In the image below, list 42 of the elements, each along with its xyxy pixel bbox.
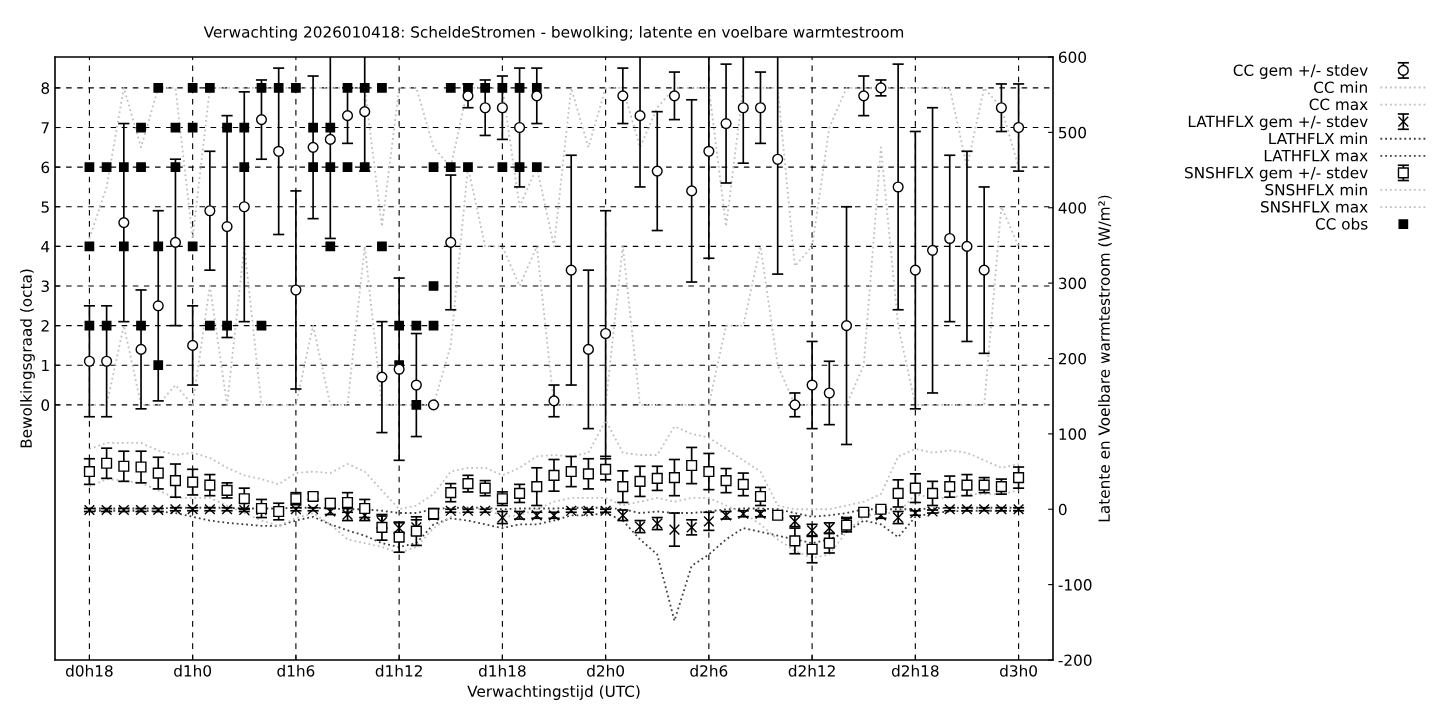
x-tick-label: d1h12 <box>375 664 422 677</box>
legend-label: LATHFLX max <box>1264 150 1368 162</box>
y-tick-label: 3 <box>41 280 49 293</box>
y2-tick-label: -200 <box>1058 654 1092 667</box>
x-axis-title: Verwachtingstijd (UTC) <box>467 685 640 700</box>
y2-tick-label: 200 <box>1058 352 1087 365</box>
legend-label: SNSHFLX min <box>1265 183 1367 196</box>
y2-tick-label: -100 <box>1058 579 1092 591</box>
y2-tick-label: 100 <box>1059 428 1087 440</box>
y-tick-label: 2 <box>41 320 49 332</box>
y-tick-label: 4 <box>41 241 50 253</box>
x-tick-label: d2h18 <box>891 664 939 677</box>
legend-label: CC gem +/- stdev <box>1233 64 1368 79</box>
y-tick-label: 0 <box>41 399 50 411</box>
y-tick-label: 8 <box>41 82 50 94</box>
x-tick-label: d1h18 <box>478 664 526 677</box>
y2-axis-title: Latente en Voelbare warmtestroom (W/m²) <box>1098 195 1112 522</box>
y2-tick-label: 400 <box>1058 202 1087 214</box>
legend-label: CC max <box>1309 98 1368 111</box>
y-tick-label: 1 <box>42 359 49 372</box>
legend-label: CC obs <box>1315 217 1368 230</box>
y2-tick-label: 300 <box>1059 277 1087 290</box>
y-axis-title: Bewolkingsgraad (octa) <box>20 269 35 448</box>
legend-label: SNSHFLX gem +/- stdev <box>1185 166 1368 182</box>
x-tick-label: d3h0 <box>1000 664 1037 677</box>
x-tick-label: d2h12 <box>788 664 835 677</box>
legend-label: LATHFLX gem +/- stdev <box>1188 115 1368 131</box>
y-tick-label: 7 <box>41 122 49 134</box>
legend-label: SNSHFLX max <box>1260 201 1368 213</box>
x-tick-label: d2h6 <box>690 664 728 677</box>
x-tick-label: d1h0 <box>174 664 212 677</box>
y2-tick-label: 600 <box>1058 51 1087 64</box>
y2-tick-label: 500 <box>1059 126 1087 139</box>
x-tick-label: d2h0 <box>587 664 625 677</box>
x-tick-label: d0h18 <box>65 664 113 677</box>
chart-title: Verwachting 2026010418: ScheldeStromen - bewolking; latente en voelbare warmtestroom <box>203 25 904 41</box>
y2-tick-label: 0 <box>1058 503 1067 516</box>
legend-label: CC min <box>1314 81 1367 94</box>
x-tick-label: d1h6 <box>277 664 315 677</box>
y-tick-label: 5 <box>41 201 49 213</box>
y-tick-label: 6 <box>41 161 50 174</box>
legend-label: LATHFLX min <box>1269 132 1367 145</box>
